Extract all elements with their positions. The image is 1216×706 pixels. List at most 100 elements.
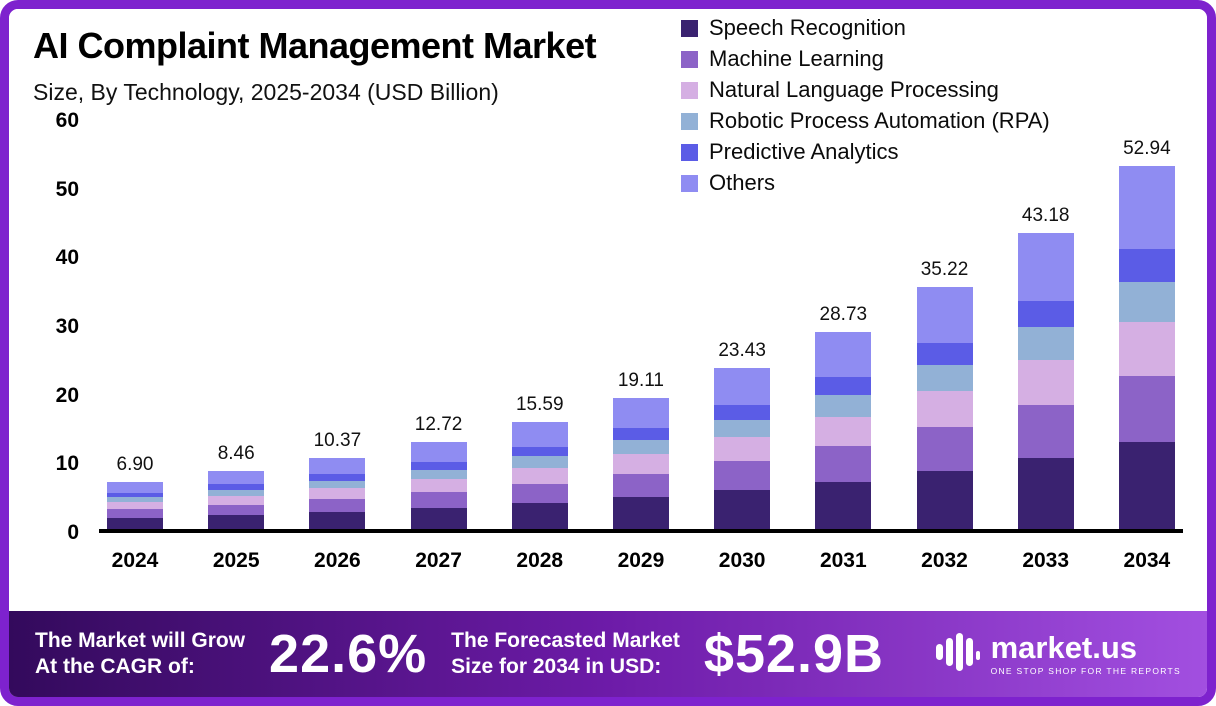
bar-segment [1017,300,1074,328]
y-axis: 0 10 20 30 40 50 60 [33,109,83,544]
bar-value-label: 23.43 [718,340,766,362]
forecast-value: $52.9B [703,624,885,684]
cagr-label-line1: The Market will Grow [35,628,246,652]
legend-swatch [681,50,698,68]
bar-segment [916,342,973,365]
bar-segment [1118,441,1175,529]
bar-segment [309,511,366,529]
bar-segment [410,492,467,509]
chart-subtitle: Size, By Technology, 2025-2034 (USD Bill… [33,79,499,105]
bar-group: 12.72 2027 [410,413,467,572]
legend-swatch [681,81,698,99]
y-tick-label: 50 [55,177,79,201]
bar-value-label: 28.73 [819,303,868,325]
bar-segment [1017,360,1074,405]
x-tick-label: 2029 [617,549,665,572]
bar-segment [511,422,568,447]
x-tick-label: 2031 [819,549,867,572]
legend-item: Speech Recognition [681,15,1050,41]
bar-segment [916,470,973,529]
bar-segment [714,405,771,420]
legend-label: Predictive Analytics [709,139,899,164]
bar-segment [107,509,163,518]
bars: 6.90 2024 8.46 2025 10.37 2026 12.72 2027 15.59 2… [99,121,1183,572]
legend-item: Robotic Process Automation (RPA) [681,108,1050,134]
bar-segment [714,368,771,406]
legend-label: Machine Learning [709,46,884,71]
bar-segment [208,515,265,529]
bar-segment [1118,165,1175,250]
bar-segment [511,503,568,529]
bar-segment [309,474,366,481]
bar [309,457,366,529]
bar-value-label: 19.11 [617,369,664,391]
legend-item: Natural Language Processing [681,77,1050,103]
bar-segment [107,496,163,502]
marketus-logo-icon [935,629,981,680]
logo-text-block: market.us ONE STOP SHOP FOR THE REPORTS [991,632,1181,676]
bar-segment [511,467,568,485]
bar-segment [410,461,467,470]
bar-segment [612,397,669,428]
bar-segment [1118,376,1175,442]
logo-tagline: ONE STOP SHOP FOR THE REPORTS [990,666,1181,676]
bar-segment [815,416,872,447]
legend-label: Natural Language Processing [709,77,999,102]
bar-segment [612,427,669,440]
y-tick-label: 40 [55,246,79,270]
bar-segment [309,499,366,512]
bar-value-label: 12.72 [414,413,463,435]
forecast-label-line1: The Forecasted Market [451,628,680,652]
bar [511,422,568,529]
bar-segment [410,479,467,493]
bar-segment [1017,457,1074,529]
bar-segment [815,331,872,378]
bar-segment [612,439,669,455]
bar-segment [714,437,771,462]
legend-item: Machine Learning [681,46,1050,72]
x-tick-label: 2026 [314,549,361,572]
bar-group: 35.22 2032 [916,259,973,572]
bar-segment [1118,321,1175,377]
cagr-value: 22.6% [269,624,428,684]
bar [107,481,163,529]
bar-segment [815,377,872,395]
x-tick-label: 2032 [921,549,968,572]
legend-label: Robotic Process Automation (RPA) [709,108,1050,133]
chart-area: AI Complaint Management Market Size, By … [9,9,1207,611]
bar-segment [612,497,669,529]
bar-segment [511,456,568,468]
page-title: AI Complaint Management Market [33,25,597,66]
bar-segment [410,441,467,462]
bar-value-label: 8.46 [217,442,255,464]
legend-swatch [681,19,698,37]
bar-value-label: 15.59 [515,394,564,415]
bar-group: 23.43 2030 [714,340,771,572]
bar-value-label: 52.94 [1123,137,1171,159]
legend-label: Speech Recognition [709,15,906,40]
bar-group: 8.46 2025 [208,442,265,572]
legend: Speech Recognition Machine Learning Natura… [681,15,1050,201]
bar-segment [107,517,163,529]
bar-segment [916,364,973,392]
x-tick-label: 2024 [111,549,159,572]
bar-value-label: 43.18 [1021,204,1070,226]
bar-segment [208,470,265,485]
bar-segment [916,287,973,343]
legend-swatch [681,143,698,161]
bar-segment [309,457,366,475]
forecast-label-line2: Size for 2034 in USD: [451,655,662,678]
bar-segment [410,469,467,480]
bar-segment [815,446,872,482]
plot: 0 10 20 30 40 50 60 6.90 2024 8.46 2025 10.37 2026 1… [33,109,1183,572]
legend-swatch [681,112,698,130]
bar-segment [410,508,467,529]
y-tick-label: 10 [55,452,79,476]
bar-segment [107,501,163,510]
x-tick-label: 2034 [1123,549,1171,572]
bar-segment [714,490,771,529]
y-tick-label: 0 [67,521,79,544]
bar-group: 52.94 2034 [1118,137,1175,572]
bar [612,397,669,529]
